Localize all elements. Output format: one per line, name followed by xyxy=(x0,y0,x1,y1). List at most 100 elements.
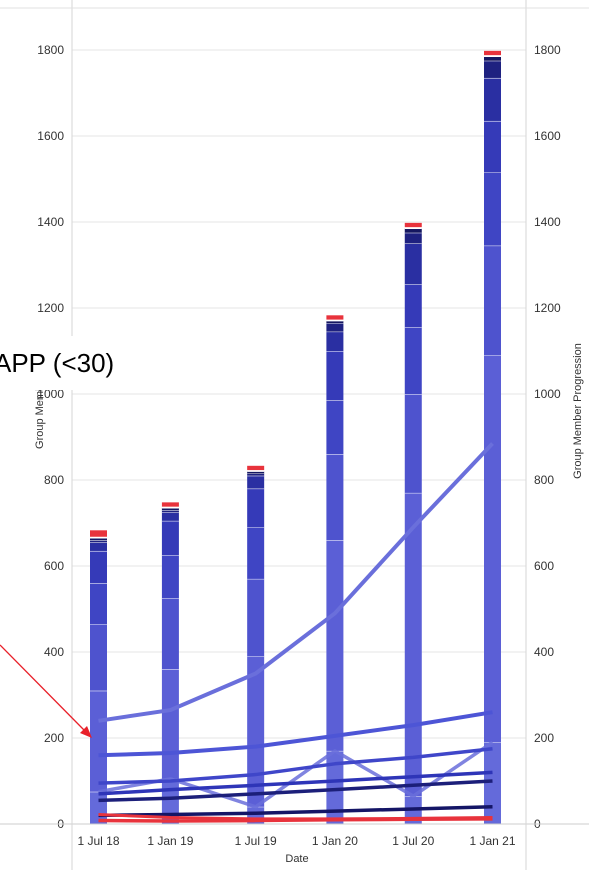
bar-segment xyxy=(326,323,344,332)
series-line xyxy=(98,770,493,796)
bar-segment xyxy=(326,400,344,455)
series-line xyxy=(98,747,493,785)
y-tick-left: 1000 xyxy=(37,387,64,401)
bar-segment xyxy=(404,228,422,233)
x-tick-label: 1 Jul 18 xyxy=(77,834,119,848)
y-tick-right: 400 xyxy=(534,645,554,659)
bar-segment xyxy=(484,77,501,121)
bar-segment xyxy=(404,394,422,493)
bar-segment xyxy=(90,583,107,625)
bar-segment xyxy=(404,284,422,328)
bar-segment xyxy=(161,520,179,556)
y-tick-right: 1800 xyxy=(534,43,561,57)
bar-segment xyxy=(404,243,422,285)
bar-segment xyxy=(484,56,501,61)
bar-segment xyxy=(326,454,344,541)
bar-segment xyxy=(404,227,422,229)
bar-segment xyxy=(247,527,265,579)
annotation-arrowhead xyxy=(80,726,92,738)
y-tick-right: 1600 xyxy=(534,129,561,143)
y-tick-left: 400 xyxy=(44,645,64,659)
bar-segment xyxy=(161,507,179,511)
y-tick-left: 1400 xyxy=(37,215,64,229)
y-tick-left: 1800 xyxy=(37,43,64,57)
x-tick-label: 1 Jan 19 xyxy=(147,834,193,848)
bars-layer xyxy=(90,50,501,824)
bar-segment xyxy=(161,506,179,508)
bar-segment xyxy=(326,320,344,324)
bar-segment xyxy=(484,50,501,56)
bar-segment xyxy=(326,331,344,351)
bar-segment xyxy=(247,475,265,489)
bar-segment xyxy=(484,120,501,173)
y-axis-left-title: Group Member xyxy=(34,375,46,449)
bar-segment xyxy=(161,669,179,779)
x-tick-label: 1 Jan 21 xyxy=(469,834,515,848)
bar-segment xyxy=(484,60,501,78)
series-line xyxy=(98,442,494,723)
bar-segment xyxy=(90,550,107,584)
bar-segment xyxy=(326,319,344,321)
y-axis-right-title: Group Member Progression xyxy=(572,343,584,479)
bar-segment xyxy=(247,473,265,476)
series-line xyxy=(98,813,493,821)
bar-segment xyxy=(326,351,344,401)
bar-segment xyxy=(90,530,107,537)
bar-segment xyxy=(484,55,501,57)
series-line xyxy=(98,710,493,758)
bar-segment xyxy=(90,690,107,792)
bar-segment xyxy=(247,471,265,474)
bar-segment xyxy=(90,624,107,691)
y-tick-left: 1200 xyxy=(37,301,64,315)
annotation-label: APP (<30) xyxy=(0,348,115,378)
annotation-arrow-line xyxy=(0,644,85,731)
bar-segment xyxy=(326,540,344,751)
bar-segment xyxy=(404,232,422,244)
bar-segment xyxy=(90,540,107,543)
annotation-arrow xyxy=(0,644,92,738)
y-tick-left: 800 xyxy=(44,473,64,487)
y-tick-left: 1600 xyxy=(37,129,64,143)
bar-segment xyxy=(161,598,179,670)
y-tick-left: 600 xyxy=(44,559,64,573)
bar-segment xyxy=(247,656,265,807)
bar-segment xyxy=(247,488,265,528)
bar-segment xyxy=(161,555,179,599)
x-tick-label: 1 Jan 20 xyxy=(312,834,358,848)
lines-layer xyxy=(98,442,494,823)
y-tick-right: 200 xyxy=(534,731,554,745)
annotation-callout: APP (<30) xyxy=(0,336,164,390)
bar-segment xyxy=(247,470,265,472)
y-tick-right: 1200 xyxy=(534,301,561,315)
x-tick-label: 1 Jul 19 xyxy=(235,834,277,848)
bar-segment xyxy=(90,536,107,539)
grid-layer xyxy=(72,49,526,739)
bar-segment xyxy=(161,510,179,513)
x-axis-title: Date xyxy=(285,853,308,865)
bar-segment xyxy=(484,742,501,824)
bar-segment xyxy=(90,538,107,541)
bar-segment xyxy=(247,465,265,471)
bar-segment xyxy=(484,245,501,356)
bar-segment xyxy=(247,578,265,657)
bar-segment xyxy=(161,512,179,521)
bar-segment xyxy=(404,222,422,228)
bar-segment xyxy=(404,327,422,394)
y-tick-left: 200 xyxy=(44,731,64,745)
bar-segment xyxy=(161,502,179,507)
y-tick-right: 800 xyxy=(534,473,554,487)
series-line xyxy=(98,805,493,818)
bar-segment xyxy=(404,492,422,797)
bar-segment xyxy=(90,542,107,551)
y-tick-right: 1000 xyxy=(534,387,561,401)
bar-segment xyxy=(326,315,344,320)
series-line xyxy=(98,779,493,803)
y-tick-right: 600 xyxy=(534,559,554,573)
bar-segment xyxy=(484,355,501,743)
bar-segment xyxy=(484,172,501,246)
x-tick-label: 1 Jul 20 xyxy=(392,834,434,848)
y-tick-right: 1400 xyxy=(534,215,561,229)
